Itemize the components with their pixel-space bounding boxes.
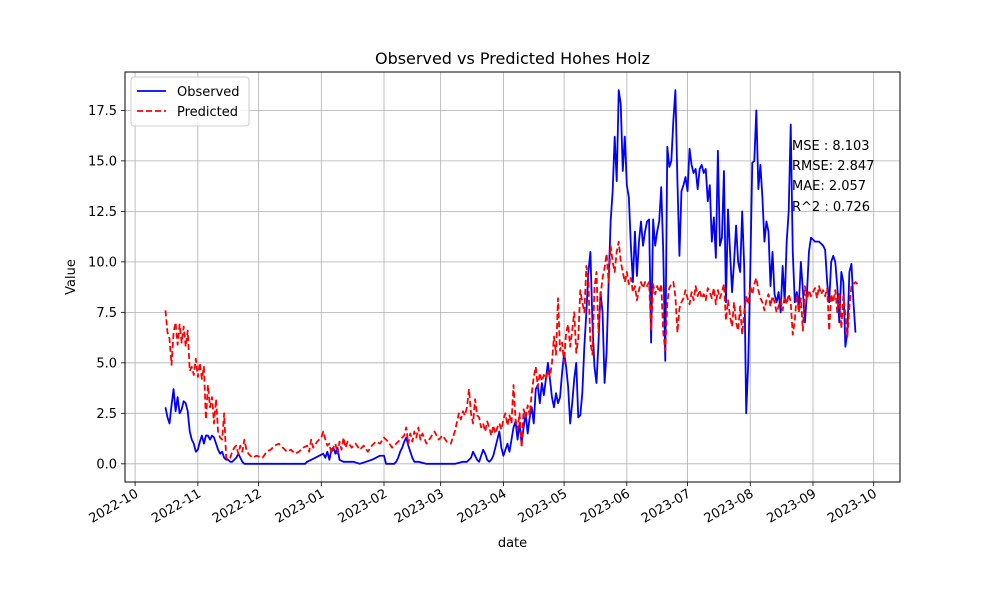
y-axis-ticks: 0.0 2.5 5.0 7.5 10.0 12.5 15.0 17.5 [88,104,125,472]
y-tick-label: 15.0 [88,154,117,169]
grid-lines [125,72,900,482]
plot-frame [124,71,901,483]
legend-label-predicted: Predicted [177,105,238,120]
legend: Observed Predicted [130,76,250,127]
y-tick-label: 2.5 [96,407,117,422]
legend-box [130,76,250,127]
y-tick-label: 10.0 [88,255,117,270]
series-line-predicted [164,240,859,461]
metrics-annotation: MSE : 8.103 RMSE: 2.847 MAE: 2.057 R^2 :… [792,139,874,215]
series-lines [164,89,859,465]
y-tick-label: 0.0 [96,457,117,472]
y-tick-label: 12.5 [88,205,117,220]
metric-r2: R^2 : 0.726 [792,200,870,215]
metric-mse: MSE : 8.103 [792,139,870,154]
legend-label-observed: Observed [177,85,240,100]
metric-rmse: RMSE: 2.847 [792,159,874,174]
metric-mae: MAE: 2.057 [792,179,866,194]
y-tick-label: 7.5 [96,306,117,321]
y-axis-label: Value [64,259,79,295]
x-axis-label: date [498,536,527,551]
y-tick-label: 5.0 [96,356,117,371]
series-line-observed [164,89,857,465]
chart-title: Observed vs Predicted Hohes Holz [375,49,650,68]
y-tick-label: 17.5 [88,104,117,119]
